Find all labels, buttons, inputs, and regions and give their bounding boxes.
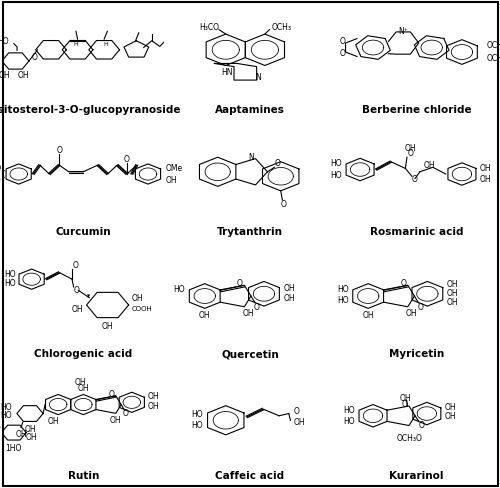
Text: OH: OH	[294, 418, 306, 427]
Text: O: O	[124, 155, 130, 164]
Text: O: O	[340, 49, 345, 58]
Text: O: O	[408, 149, 413, 158]
Text: HO: HO	[0, 404, 12, 412]
Text: OH: OH	[362, 310, 374, 320]
Text: Kurarinol: Kurarinol	[390, 471, 444, 481]
Text: O: O	[237, 279, 243, 288]
Text: O: O	[400, 279, 406, 288]
Text: OH: OH	[444, 404, 456, 412]
Text: COOH: COOH	[132, 306, 152, 312]
Text: HN: HN	[222, 68, 233, 77]
Text: OCH₃: OCH₃	[486, 41, 500, 50]
Text: HO: HO	[192, 410, 203, 419]
Text: OH: OH	[18, 71, 29, 80]
Text: OH: OH	[148, 392, 160, 401]
Text: O: O	[419, 421, 425, 430]
Text: N: N	[248, 153, 254, 162]
Text: HO: HO	[344, 406, 355, 415]
Text: O: O	[56, 146, 62, 155]
Text: H: H	[104, 41, 108, 47]
Text: OH: OH	[102, 322, 114, 331]
Text: Myricetin: Myricetin	[389, 349, 444, 359]
Text: ▼: ▼	[86, 294, 90, 298]
Text: N: N	[255, 73, 260, 82]
Text: HO: HO	[330, 171, 342, 180]
Text: OH: OH	[166, 176, 177, 185]
Text: OH: OH	[110, 416, 122, 425]
Text: Caffeic acid: Caffeic acid	[216, 471, 284, 481]
Text: OH: OH	[48, 417, 59, 426]
Text: MeO: MeO	[0, 164, 1, 173]
Text: OH: OH	[16, 430, 28, 439]
Text: HO: HO	[337, 285, 349, 294]
Text: OH: OH	[444, 412, 456, 422]
Text: Curcumin: Curcumin	[56, 227, 111, 237]
Text: Rosmarinic acid: Rosmarinic acid	[370, 227, 464, 237]
Text: O: O	[294, 407, 300, 416]
Text: O: O	[254, 303, 260, 312]
Text: O: O	[418, 303, 423, 312]
Text: H₃CO: H₃CO	[199, 23, 219, 32]
Text: OH: OH	[0, 71, 10, 80]
Text: O: O	[123, 409, 129, 418]
Text: O: O	[72, 261, 78, 270]
Text: OH: OH	[400, 394, 411, 404]
Text: OH: OH	[480, 175, 492, 184]
Text: OH: OH	[24, 425, 36, 434]
Text: OH: OH	[406, 309, 417, 318]
Text: O: O	[340, 38, 345, 46]
Text: Chlorogenic acid: Chlorogenic acid	[34, 349, 132, 359]
Text: HO: HO	[174, 285, 186, 294]
Text: HO: HO	[330, 160, 342, 168]
Text: OCH₃: OCH₃	[486, 54, 500, 63]
Text: OH: OH	[447, 289, 458, 298]
Text: HO: HO	[0, 176, 1, 185]
Text: OH: OH	[447, 298, 458, 307]
Text: O: O	[32, 53, 38, 62]
Text: HO: HO	[0, 37, 9, 46]
Text: OCH₃O: OCH₃O	[396, 434, 422, 443]
Text: Rutin: Rutin	[68, 471, 99, 481]
Text: HO: HO	[344, 417, 355, 426]
Text: OH: OH	[242, 309, 254, 318]
Text: OH: OH	[148, 402, 160, 411]
Text: OH: OH	[26, 432, 37, 442]
Text: N⁺: N⁺	[398, 27, 408, 36]
Text: OH: OH	[132, 294, 143, 303]
Text: O: O	[412, 175, 418, 184]
Text: OCH₃: OCH₃	[272, 23, 291, 32]
Text: OH: OH	[199, 310, 210, 320]
Text: OH: OH	[447, 280, 458, 289]
Text: HO: HO	[0, 411, 12, 420]
Text: OH: OH	[284, 294, 295, 303]
Text: OH: OH	[423, 161, 435, 169]
Text: OMe: OMe	[166, 164, 183, 173]
Text: OH: OH	[480, 164, 492, 173]
Text: O: O	[74, 286, 80, 295]
Text: O: O	[274, 160, 280, 168]
Text: OH: OH	[404, 143, 416, 153]
Text: O: O	[402, 400, 407, 409]
Text: OH: OH	[78, 385, 89, 393]
Text: HO: HO	[4, 270, 16, 279]
Text: Quercetin: Quercetin	[221, 349, 279, 359]
Text: OH: OH	[72, 305, 84, 314]
Text: β-sitosterol-3-O-glucopyranoside: β-sitosterol-3-O-glucopyranoside	[0, 105, 180, 115]
Text: O: O	[281, 200, 287, 209]
Text: OH: OH	[74, 378, 86, 386]
Text: HO: HO	[192, 421, 203, 430]
Text: HO: HO	[337, 296, 349, 305]
Text: Trytanthrin: Trytanthrin	[217, 227, 283, 237]
Text: 1HO: 1HO	[6, 444, 22, 453]
Text: HO: HO	[4, 279, 16, 288]
Text: Aaptamines: Aaptamines	[215, 105, 285, 115]
Text: O: O	[108, 390, 114, 399]
Text: Berberine chloride: Berberine chloride	[362, 105, 472, 115]
Text: H: H	[74, 41, 78, 47]
Text: OH: OH	[284, 284, 295, 293]
